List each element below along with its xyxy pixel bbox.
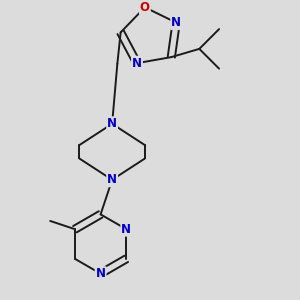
- Text: O: O: [140, 1, 150, 14]
- Text: N: N: [132, 57, 142, 70]
- Text: N: N: [107, 173, 117, 186]
- Text: N: N: [171, 16, 181, 29]
- Text: N: N: [121, 223, 131, 236]
- Text: N: N: [96, 267, 106, 280]
- Text: N: N: [107, 117, 117, 130]
